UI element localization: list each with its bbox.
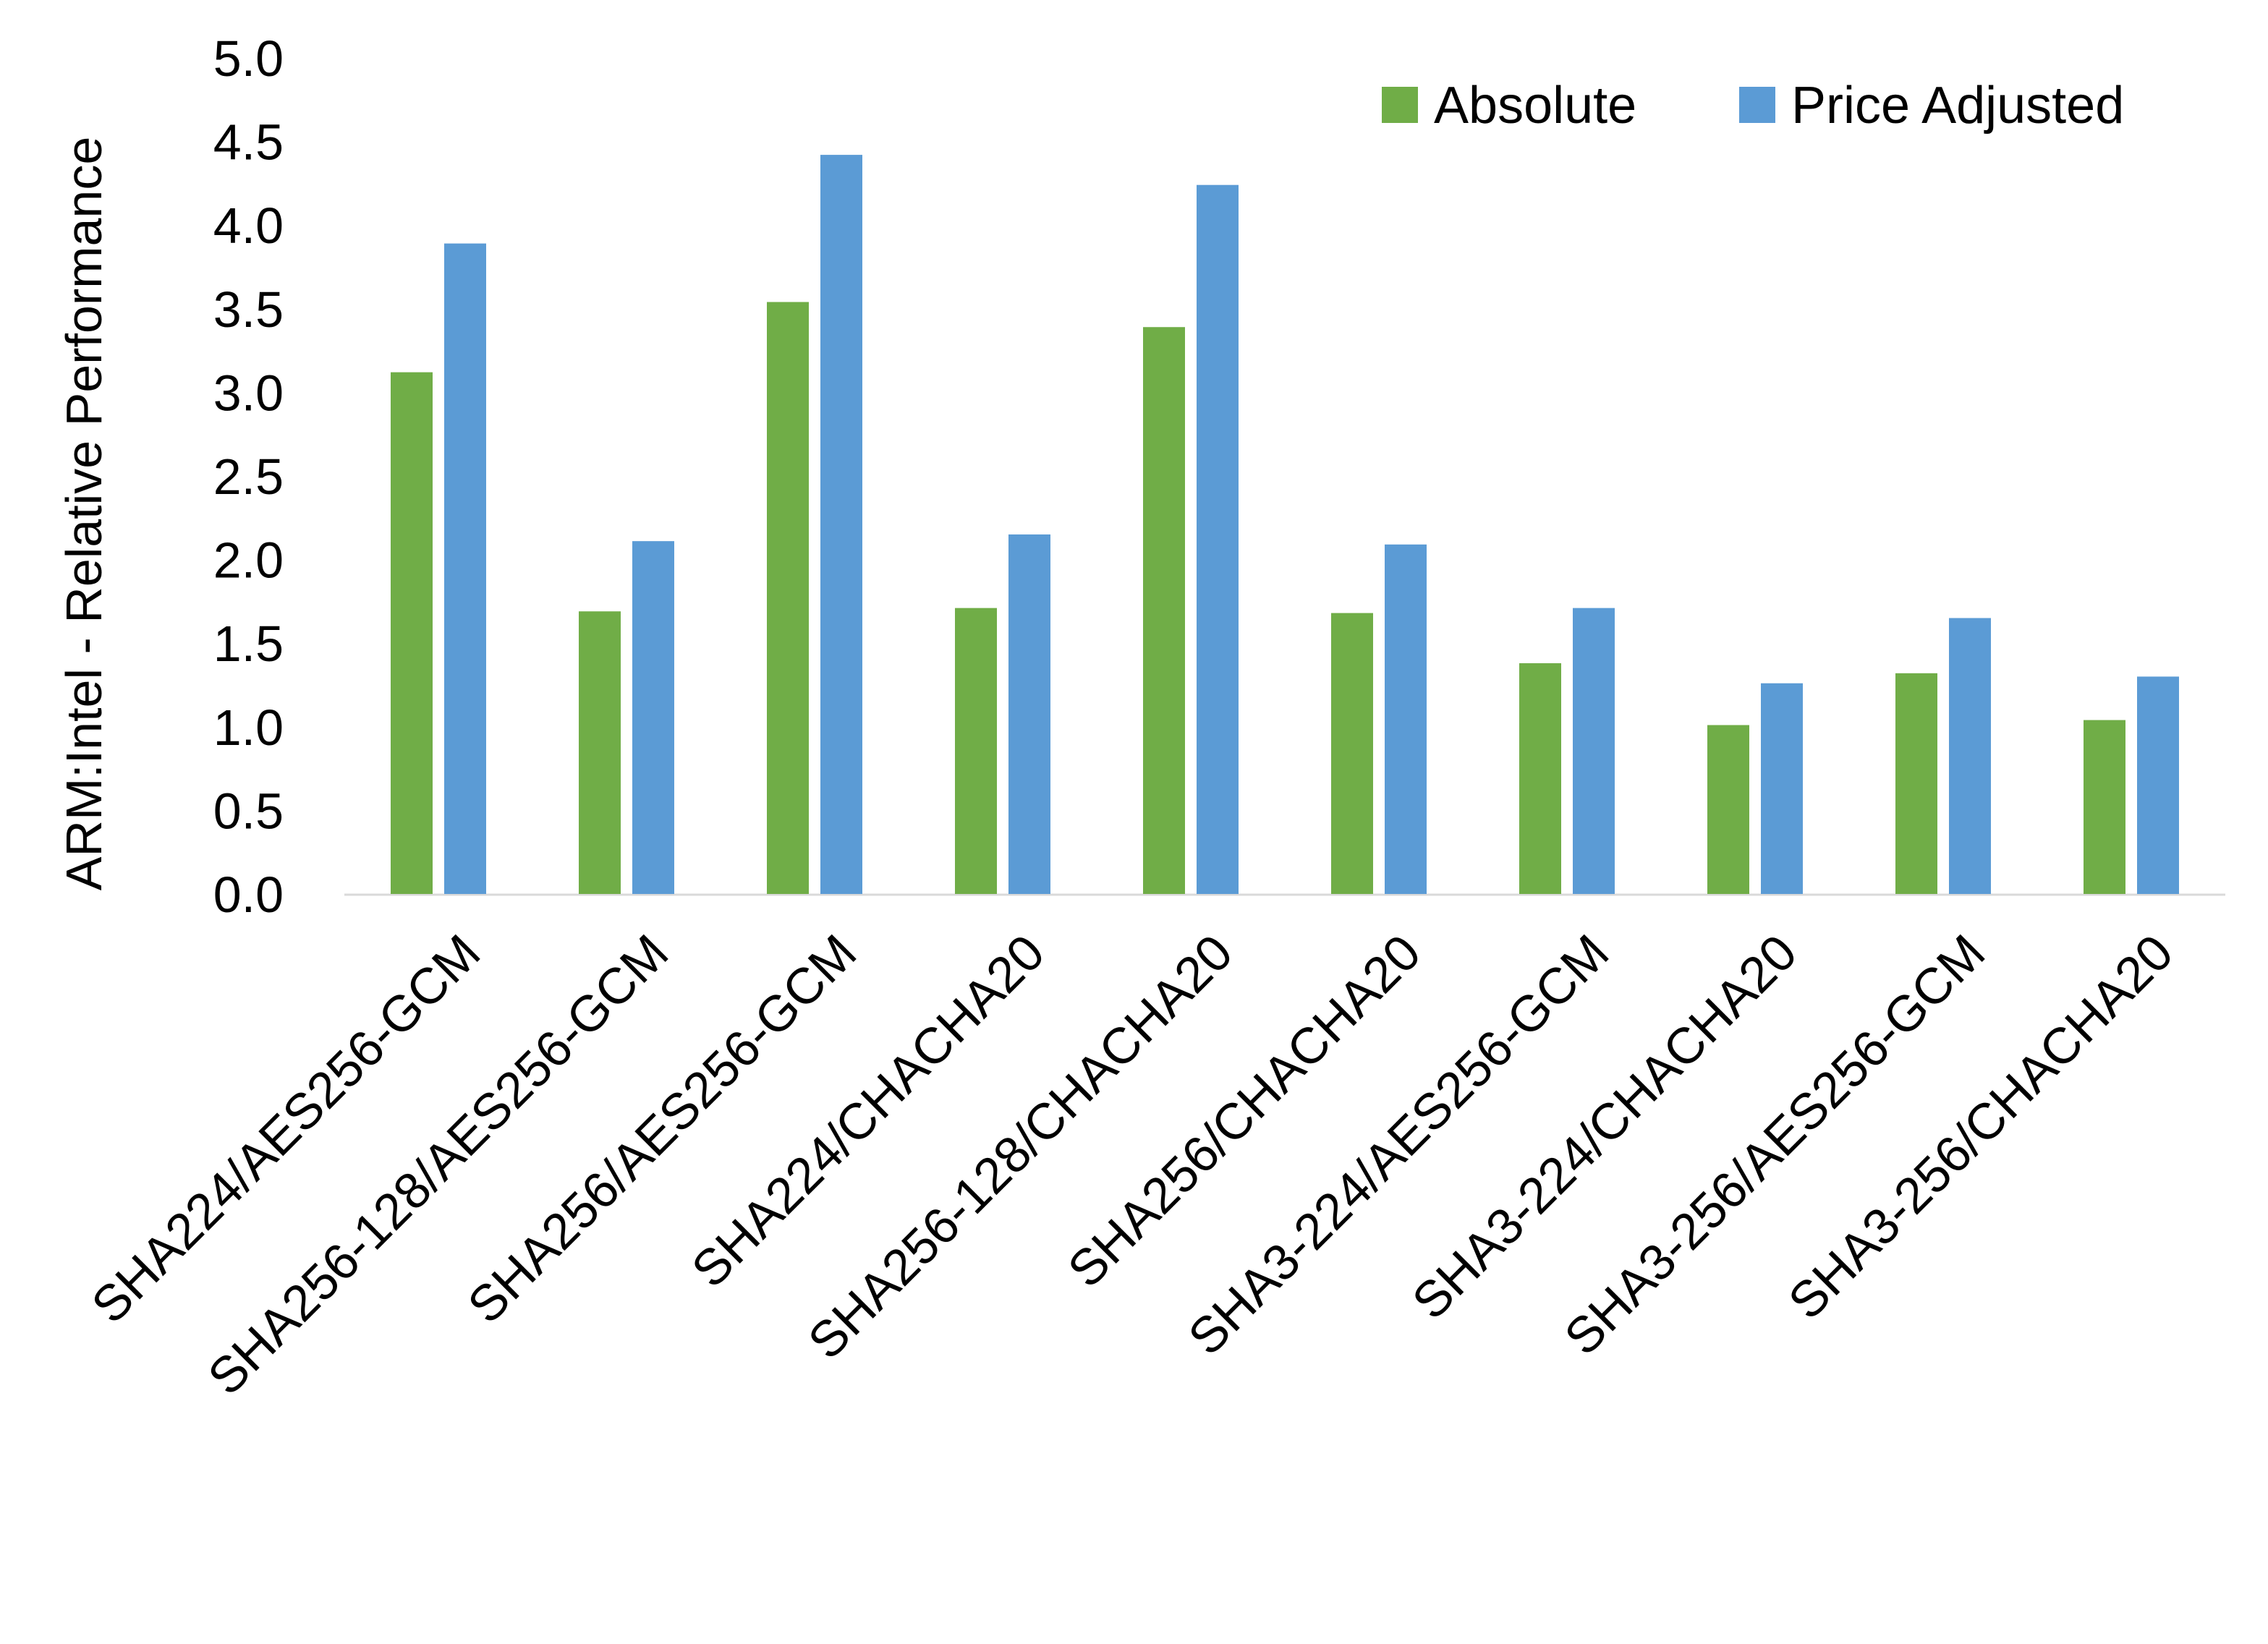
bar-price-adjusted — [1008, 534, 1050, 894]
legend: Absolute Price Adjusted — [1382, 77, 2124, 135]
bar-absolute — [955, 608, 997, 894]
x-tick-label: SHA256/AES256-GCM — [457, 924, 867, 1334]
y-axis-label: ARM:Intel - Relative Performance — [56, 137, 112, 891]
x-tick-label: SHA224/CHACHA20 — [681, 924, 1055, 1298]
y-tick-label: 1.0 — [213, 699, 284, 756]
bar-absolute — [391, 372, 433, 894]
bar-price-adjusted — [444, 243, 486, 895]
x-tick-label: SHA3-256/CHACHA20 — [1778, 924, 2183, 1329]
bar-absolute — [1143, 327, 1185, 894]
y-tick-label: 3.0 — [213, 365, 284, 421]
y-axis-ticks: 0.0 0.5 1.0 1.5 2.0 2.5 3.0 3.5 4.0 4.5 5.0 — [213, 30, 284, 923]
bar-price-adjusted — [2137, 676, 2179, 894]
bar-price-adjusted — [1385, 544, 1427, 894]
bar-price-adjusted — [1761, 683, 1803, 894]
legend-swatch-price-adjusted — [1739, 87, 1775, 123]
bars — [391, 155, 2179, 895]
bar-absolute — [1331, 613, 1373, 894]
y-tick-label: 2.5 — [213, 448, 284, 505]
bar-price-adjusted — [1949, 618, 1991, 894]
x-axis-labels: SHA224/AES256-GCMSHA256-128/AES256-GCMSH… — [81, 924, 2184, 1405]
x-tick-label: SHA3-224/CHACHA20 — [1401, 924, 1807, 1329]
bar-price-adjusted — [1573, 608, 1615, 894]
bar-absolute — [1707, 725, 1749, 894]
bar-absolute — [579, 611, 621, 894]
bar-price-adjusted — [1197, 184, 1239, 894]
y-tick-label: 3.5 — [213, 281, 284, 338]
bar-absolute — [1895, 673, 1937, 894]
y-tick-label: 0.5 — [213, 783, 284, 839]
y-tick-label: 4.0 — [213, 197, 284, 254]
legend-label-price-adjusted: Price Adjusted — [1791, 77, 2124, 135]
y-tick-label: 0.0 — [213, 866, 284, 923]
x-tick-label: SHA224/AES256-GCM — [81, 924, 491, 1334]
y-tick-label: 2.0 — [213, 532, 284, 589]
legend-swatch-absolute — [1382, 87, 1418, 123]
bar-absolute — [767, 302, 809, 894]
bar-price-adjusted — [820, 155, 862, 894]
bar-absolute — [1519, 663, 1561, 894]
x-tick-label: SHA256/CHACHA20 — [1057, 924, 1431, 1298]
y-tick-label: 1.5 — [213, 616, 284, 672]
bar-absolute — [2084, 720, 2125, 894]
bar-price-adjusted — [632, 541, 674, 894]
y-tick-label: 4.5 — [213, 114, 284, 171]
y-tick-label: 5.0 — [213, 30, 284, 87]
legend-label-absolute: Absolute — [1434, 77, 1636, 135]
